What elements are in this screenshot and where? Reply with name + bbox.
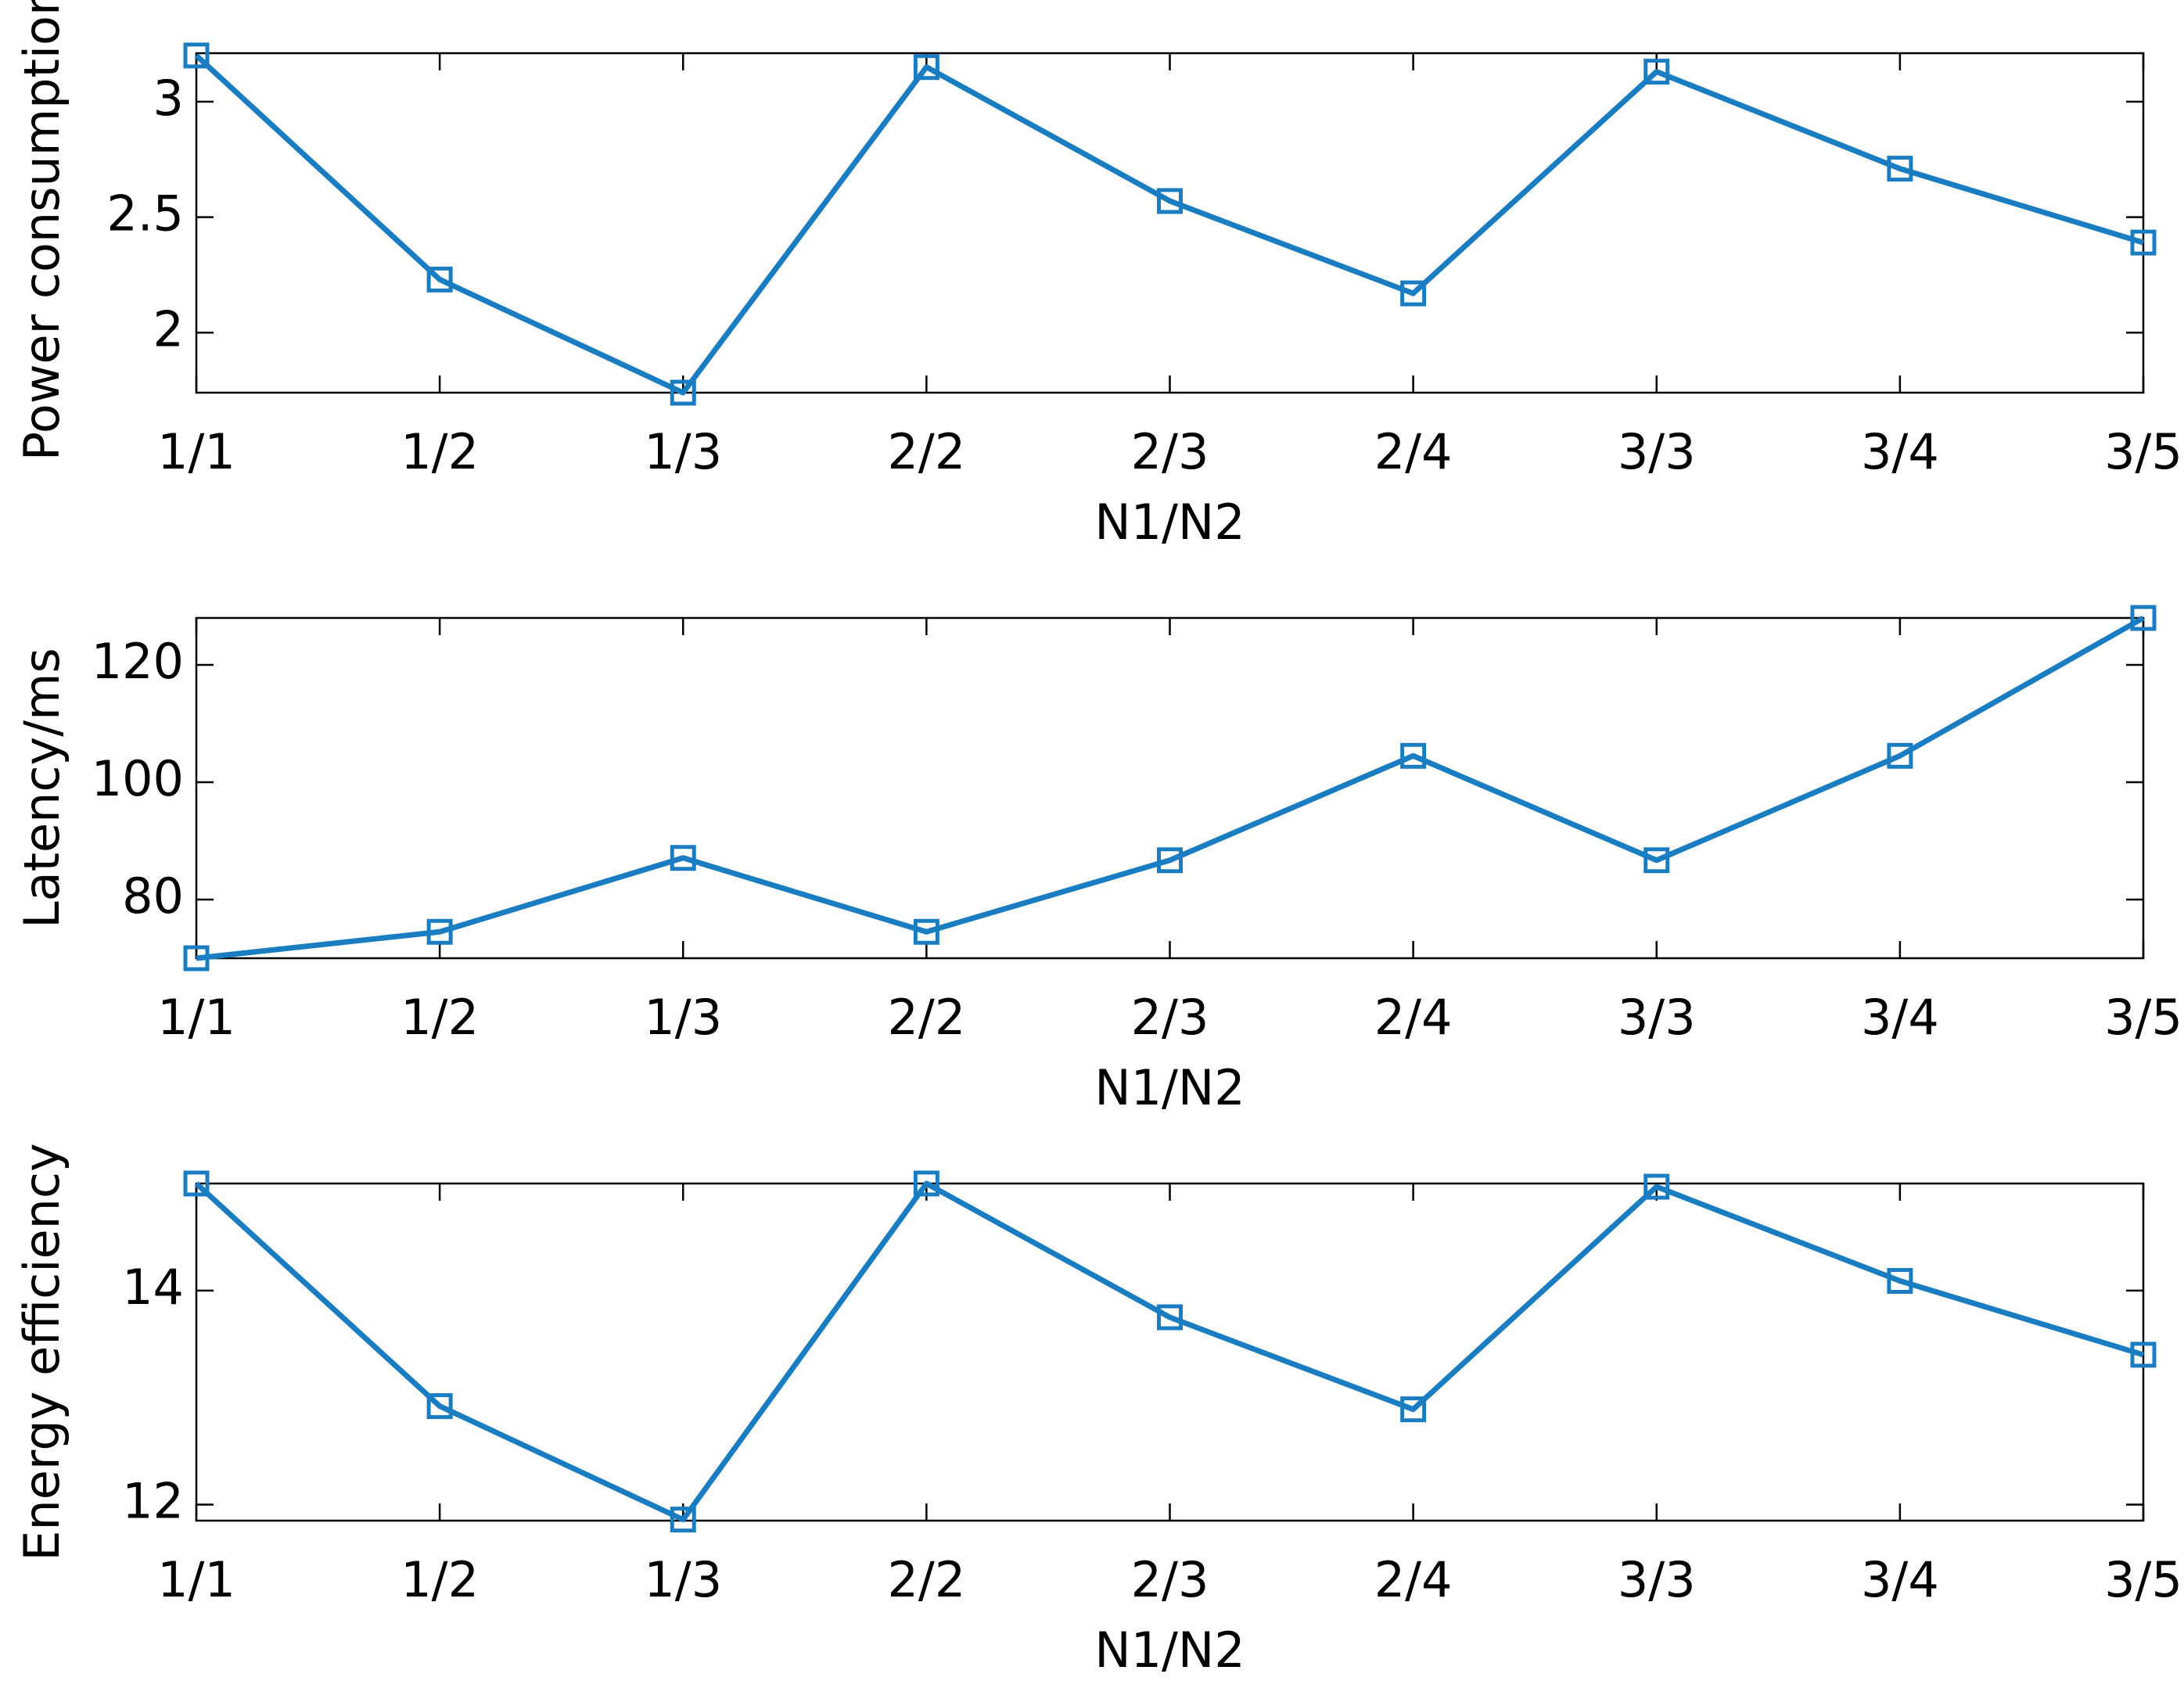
data-marker: [183, 42, 210, 69]
data-marker: [1643, 847, 1670, 874]
data-marker: [1643, 1173, 1670, 1200]
x-tick-label: 3/5: [2104, 1551, 2182, 1608]
x-tick-label: 2/4: [1374, 423, 1453, 480]
x-tick-label: 1/3: [644, 1551, 722, 1608]
x-tick-label: 2/4: [1374, 1551, 1453, 1608]
x-tick-label: 2/4: [1374, 989, 1453, 1046]
x-tick-label: 1/2: [401, 423, 479, 480]
subplot: 80 100 120 1/1 1/2 1/3 2/2 2/3 2/4 3/3 3/4 3/5 N1/N2…: [13, 605, 2182, 1116]
data-marker: [426, 918, 453, 945]
data-marker: [183, 1170, 210, 1197]
y-tick-label: 12: [122, 1473, 184, 1530]
data-marker: [1643, 59, 1670, 85]
x-tick-label: 2/2: [887, 423, 965, 480]
y-tick-label: 120: [92, 633, 184, 690]
x-tick-label: 3/3: [1618, 989, 1696, 1046]
data-marker: [426, 266, 453, 293]
plot-frame: [195, 1182, 2145, 1522]
data-marker: [670, 1507, 696, 1533]
y-tick-label: 2.5: [106, 185, 184, 242]
x-tick-label: 1/2: [401, 989, 479, 1046]
x-tick-label: 3/4: [1861, 989, 1939, 1046]
data-marker: [1400, 1396, 1427, 1423]
x-tick-label: 2/2: [887, 1551, 965, 1608]
data-marker: [913, 54, 939, 81]
data-marker: [913, 1170, 939, 1197]
data-marker: [2130, 229, 2157, 256]
x-tick-label: 3/4: [1861, 423, 1939, 480]
subplot: 2 2.5 3 1/1 1/2 1/3 2/2 2/3 2/4 3/3 3/4 3/5 N1/N2 Pow…: [13, 0, 2182, 551]
data-marker: [1400, 280, 1427, 307]
data-marker: [1887, 156, 1913, 182]
data-marker: [2130, 605, 2157, 631]
data-marker: [183, 945, 210, 972]
data-marker: [1400, 742, 1427, 769]
x-tick-label: 1/3: [644, 989, 722, 1046]
data-marker: [670, 379, 696, 406]
x-tick-label: 2/3: [1131, 1551, 1209, 1608]
x-tick-label: 3/3: [1618, 1551, 1696, 1608]
x-tick-label: 2/3: [1131, 423, 1209, 480]
y-tick-label: 2: [153, 300, 184, 357]
y-axis-label: Latency/ms: [13, 648, 70, 929]
plot-frame: [195, 52, 2145, 394]
y-tick-label: 100: [92, 750, 184, 807]
data-marker: [2130, 1342, 2157, 1368]
x-tick-label: 3/4: [1861, 1551, 1939, 1608]
data-marker: [1157, 847, 1183, 874]
y-tick-label: 14: [122, 1259, 184, 1316]
x-tick-label: 2/2: [887, 989, 965, 1046]
data-marker: [670, 845, 696, 871]
x-tick-label: 1/2: [401, 1551, 479, 1608]
data-marker: [913, 918, 939, 945]
x-axis-label: N1/N2: [1094, 1059, 1245, 1116]
data-marker: [1157, 188, 1183, 214]
x-tick-label: 1/1: [157, 989, 235, 1046]
x-axis-label: N1/N2: [1094, 494, 1245, 551]
x-tick-label: 2/3: [1131, 989, 1209, 1046]
data-line: [196, 615, 2145, 961]
y-axis-label: Power consumption: [13, 0, 70, 461]
x-tick-label: 3/3: [1618, 423, 1696, 480]
x-tick-label: 3/5: [2104, 989, 2182, 1046]
data-marker: [426, 1393, 453, 1420]
y-tick-label: 3: [153, 70, 184, 127]
plot-frame: [195, 616, 2145, 960]
data-line: [194, 1180, 2145, 1523]
y-tick-label: 80: [122, 867, 184, 925]
data-marker: [1887, 742, 1913, 769]
data-marker: [1157, 1304, 1183, 1331]
x-tick-label: 1/1: [157, 1551, 235, 1608]
x-tick-label: 1/3: [644, 423, 722, 480]
data-line: [194, 53, 2145, 396]
x-tick-label: 1/1: [157, 423, 235, 480]
data-marker: [1887, 1268, 1913, 1295]
subplot: 12 14 1/1 1/2 1/3 2/2 2/3 2/4 3/3 3/4 3/5 N1/N2 Ener…: [13, 1143, 2182, 1679]
x-tick-label: 3/5: [2104, 423, 2182, 480]
x-axis-label: N1/N2: [1094, 1622, 1245, 1679]
y-axis-label: Energy efficiency: [13, 1143, 70, 1561]
